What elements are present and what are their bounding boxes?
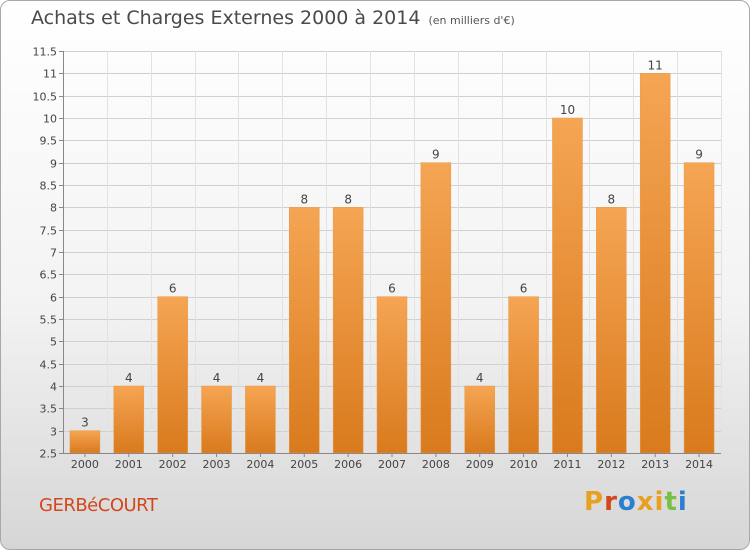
data-label: 6 xyxy=(388,282,396,296)
bar-2014 xyxy=(683,162,715,454)
data-label: 4 xyxy=(476,371,484,385)
x-tick-label: 2008 xyxy=(422,458,450,471)
y-tick-label: 11.5 xyxy=(33,46,58,59)
data-label: 9 xyxy=(695,148,703,162)
x-tick-label: 2006 xyxy=(334,458,362,471)
bar-2003 xyxy=(201,385,232,454)
y-tick-label: 8.5 xyxy=(40,180,58,193)
bar-2002 xyxy=(157,296,188,454)
bar-2012 xyxy=(596,207,627,454)
y-tick-label: 6.5 xyxy=(40,269,58,282)
x-tick-label: 2012 xyxy=(597,458,625,471)
y-tick-label: 10.5 xyxy=(33,91,58,104)
logo-letter: r xyxy=(604,487,618,517)
bar-2010 xyxy=(508,296,539,454)
logo-letter: i xyxy=(677,487,688,517)
y-tick-label: 5.5 xyxy=(40,314,58,327)
x-tick-label: 2010 xyxy=(510,458,538,471)
x-tick-label: 2007 xyxy=(378,458,406,471)
data-label: 8 xyxy=(608,192,616,206)
logo-letter: x xyxy=(636,487,655,517)
data-label: 6 xyxy=(169,282,177,296)
data-label: 10 xyxy=(560,103,575,117)
bar-2007 xyxy=(376,296,408,454)
proxiti-logo[interactable]: Proxiti xyxy=(584,487,688,517)
y-tick-label: 11 xyxy=(43,68,57,81)
bar-2011 xyxy=(552,117,583,454)
bars xyxy=(69,73,715,454)
data-label: 6 xyxy=(520,282,528,296)
bar-2009 xyxy=(464,385,495,454)
bar-2001 xyxy=(113,385,145,454)
bar-2013 xyxy=(639,73,671,454)
y-tick-label: 8 xyxy=(50,202,57,215)
x-tick-label: 2002 xyxy=(159,458,187,471)
x-tick-label: 2013 xyxy=(641,458,669,471)
y-tick-label: 7.5 xyxy=(40,225,58,238)
bar-2006 xyxy=(332,207,364,454)
y-tick-label: 2.5 xyxy=(40,448,58,461)
x-tick-label: 2011 xyxy=(553,458,581,471)
data-label: 8 xyxy=(344,192,352,206)
logo-letter: o xyxy=(617,487,637,517)
data-label: 3 xyxy=(81,416,89,430)
data-label: 11 xyxy=(648,58,663,72)
y-tick-label: 6 xyxy=(50,292,57,305)
logo-letter: P xyxy=(584,487,605,517)
data-label: 4 xyxy=(125,371,133,385)
y-tick-label: 3.5 xyxy=(40,403,58,416)
data-label: 4 xyxy=(213,371,221,385)
x-tick-label: 2009 xyxy=(466,458,494,471)
title-text: Achats et Charges Externes 2000 à 2014 xyxy=(31,7,421,29)
x-tick-label: 2005 xyxy=(290,458,318,471)
bar-2004 xyxy=(245,385,276,454)
x-tick-label: 2014 xyxy=(685,458,713,471)
data-label: 8 xyxy=(300,192,308,206)
bar-2000 xyxy=(69,430,101,454)
data-label: 4 xyxy=(257,371,265,385)
x-tick-label: 2003 xyxy=(203,458,231,471)
x-tick-label: 2004 xyxy=(246,458,274,471)
commune-name: GERBéCOURT xyxy=(39,495,158,516)
logo-letter: i xyxy=(654,487,665,517)
x-tick-label: 2001 xyxy=(115,458,143,471)
y-tick-label: 7 xyxy=(50,247,57,260)
y-tick-label: 9 xyxy=(50,158,57,171)
y-tick-label: 5 xyxy=(50,336,57,349)
y-tick-label: 3 xyxy=(50,426,57,439)
data-label: 9 xyxy=(432,148,440,162)
y-tick-label: 4 xyxy=(50,381,57,394)
unit-subtitle: (en milliers d'€) xyxy=(428,14,515,27)
axes: 2.5 3 3.5 4 4.5 5 5.5 6 6.5 7 7.5 8 8.5 9 9.5 10 10.5 11 1… xyxy=(33,46,721,471)
bar-2008 xyxy=(420,162,452,454)
y-tick-label: 9.5 xyxy=(40,135,58,148)
x-tick-label: 2000 xyxy=(71,458,99,471)
logo-letter: t xyxy=(664,487,678,517)
chart-title: Achats et Charges Externes 2000 à 2014 (e… xyxy=(31,7,515,29)
bar-2005 xyxy=(289,207,320,454)
y-tick-label: 4.5 xyxy=(40,359,58,372)
y-tick-label: 10 xyxy=(43,113,57,126)
